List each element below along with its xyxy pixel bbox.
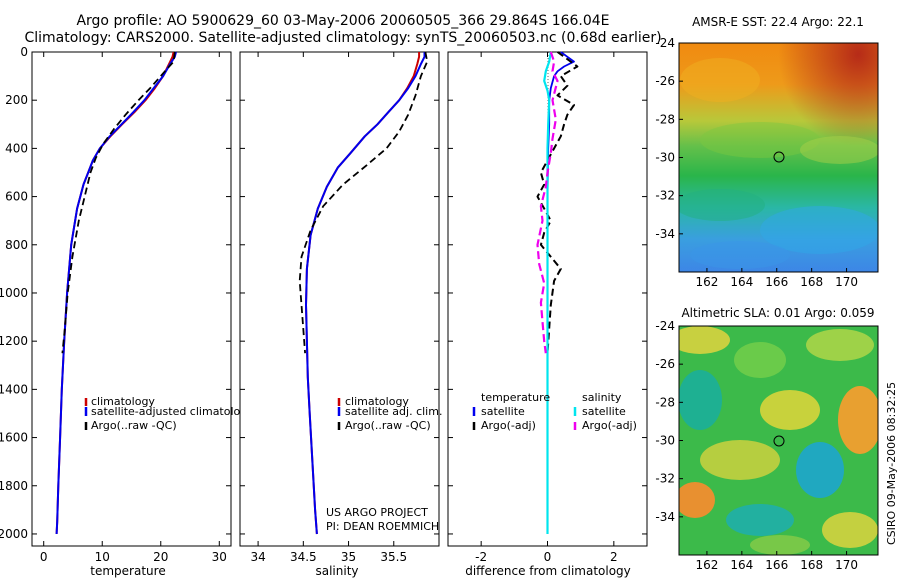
- figure-title-line1: Argo profile: AO 5900629_60 03-May-2006 …: [76, 13, 609, 29]
- x-tick-label: 2: [610, 550, 618, 564]
- temperature-legend: climatology satellite-adjusted climatolo…: [84, 395, 254, 432]
- y-tick-label: 1200: [0, 334, 28, 348]
- y-tick-label: 2000: [0, 527, 28, 541]
- salinity-legend: climatology satellite adj. clim. Argo(..…: [337, 395, 442, 432]
- legend-argo: Argo(..raw -QC): [91, 419, 177, 432]
- legend-temperature-argo: Argo(-adj): [481, 419, 536, 432]
- map-x-tick-label: 166: [765, 558, 788, 572]
- pi-credit: PI: DEAN ROEMMICH: [326, 520, 439, 533]
- x-tick-label: 35.5: [380, 550, 407, 564]
- map-x-tick-label: 166: [765, 275, 788, 289]
- series-line-salinity-argo: [536, 51, 559, 354]
- temperature-panel-frame: [31, 51, 232, 547]
- map-y-tick-label: -32: [655, 189, 675, 203]
- map-y-tick-label: -34: [655, 227, 675, 241]
- map-y-tick-label: -30: [655, 434, 675, 448]
- map-y-tick-label: -24: [655, 319, 675, 333]
- legend-climatology: climatology: [91, 395, 155, 408]
- series-line-satellite: [55, 51, 177, 535]
- series-line-argo: [298, 51, 429, 354]
- difference-legend: temperature satellite Argo(-adj) salinit…: [472, 391, 637, 432]
- map-x-tick-label: 164: [730, 275, 753, 289]
- legend-temperature-heading: temperature: [481, 391, 550, 404]
- map-y-tick-label: -32: [655, 472, 675, 486]
- series-line-satellite: [305, 52, 426, 535]
- legend-climatology: climatology: [345, 395, 409, 408]
- project-credit: US ARGO PROJECT: [326, 506, 428, 519]
- series-line-salinity-satellite: [543, 51, 552, 534]
- series-line-temperature-argo: [536, 51, 579, 354]
- map-x-tick-label: 170: [835, 275, 858, 289]
- map-y-tick-label: -28: [655, 395, 675, 409]
- salinity-xlabel: salinity: [315, 564, 358, 578]
- x-tick-label: 34.5: [290, 550, 317, 564]
- map-y-tick-label: -28: [655, 112, 675, 126]
- salinity-panel-frame: [239, 51, 440, 547]
- x-tick-label: 0: [544, 550, 552, 564]
- map-y-tick-label: -30: [655, 151, 675, 165]
- difference-panel: -2 0 2 difference from climatology tempera…: [447, 51, 648, 578]
- y-tick-label: 400: [5, 141, 28, 155]
- map-x-tick-label: 164: [730, 558, 753, 572]
- legend-temperature-satellite: satellite: [481, 405, 525, 418]
- y-tick-label: 1000: [0, 286, 28, 300]
- sla-heatmap: [679, 326, 878, 555]
- map-y-tick-label: -34: [655, 510, 675, 524]
- x-tick-label: 10: [95, 550, 110, 564]
- salinity-panel: 34 34.5 35 35.5 salinity climatology satell…: [239, 51, 442, 578]
- sla-map-panel: Altimetric SLA: 0.01 Argo: 0.059 162 164 1…: [655, 306, 879, 572]
- y-tick-label: 1400: [0, 382, 28, 396]
- x-tick-label: 20: [153, 550, 168, 564]
- map-x-tick-label: 162: [695, 558, 718, 572]
- sst-map-title: AMSR-E SST: 22.4 Argo: 22.1: [692, 15, 864, 29]
- x-tick-label: 30: [212, 550, 227, 564]
- difference-xlabel: difference from climatology: [465, 564, 631, 578]
- map-x-tick-label: 162: [695, 275, 718, 289]
- legend-argo: Argo(..raw -QC): [345, 419, 431, 432]
- y-tick-label: 1600: [0, 431, 28, 445]
- map-x-tick-label: 168: [800, 558, 823, 572]
- y-tick-label: 800: [5, 238, 28, 252]
- map-y-tick-label: -24: [655, 36, 675, 50]
- sst-map-panel: AMSR-E SST: 22.4 Argo: 22.1 162 164 166 168…: [655, 15, 879, 289]
- x-tick-label: 35: [341, 550, 356, 564]
- map-y-tick-label: -26: [655, 74, 675, 88]
- x-tick-label: 0: [40, 550, 48, 564]
- y-tick-label: 0: [20, 45, 28, 59]
- legend-satellite-adjusted: satellite-adjusted climatology: [91, 405, 254, 418]
- sst-heatmap: [679, 43, 878, 272]
- y-tick-label: 600: [5, 190, 28, 204]
- legend-salinity-satellite: satellite: [582, 405, 626, 418]
- legend-salinity-argo: Argo(-adj): [582, 419, 637, 432]
- csiro-timestamp: CSIRO 09-May-2006 08:32:25: [885, 382, 898, 545]
- map-x-tick-label: 170: [835, 558, 858, 572]
- temperature-panel: 0 200 400 600 800 1000 1200 1400 1600 1800 2000 0 1…: [0, 45, 254, 578]
- figure-title-line2: Climatology: CARS2000. Satellite-adjuste…: [24, 30, 661, 46]
- map-x-tick-label: 168: [800, 275, 823, 289]
- legend-satellite-adj: satellite adj. clim.: [345, 405, 442, 418]
- temperature-xlabel: temperature: [90, 564, 165, 578]
- y-tick-label: 200: [5, 93, 28, 107]
- legend-salinity-heading: salinity: [582, 391, 622, 404]
- x-tick-label: -2: [475, 550, 487, 564]
- map-y-tick-label: -26: [655, 357, 675, 371]
- sla-argo-location-marker: [773, 435, 785, 447]
- y-tick-label: 1800: [0, 479, 28, 493]
- sst-argo-location-marker: [773, 151, 785, 163]
- series-line-argo: [61, 51, 176, 354]
- x-tick-label: 34: [250, 550, 265, 564]
- sla-map-title: Altimetric SLA: 0.01 Argo: 0.059: [681, 306, 874, 320]
